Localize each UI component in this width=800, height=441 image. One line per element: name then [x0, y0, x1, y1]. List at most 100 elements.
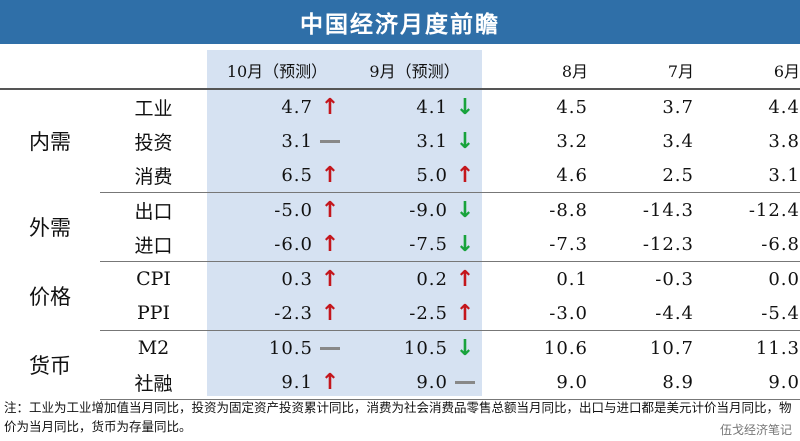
value-cell-jul: -4.4	[588, 296, 694, 331]
forecast-cell-oct: 10.5	[207, 331, 347, 366]
forecast-value: 5.0	[416, 164, 448, 186]
watermark: 伍戈经济笔记	[719, 423, 792, 437]
forecast-cell-sep: -7.5 ↓	[347, 227, 482, 262]
value-cell-aug: 10.6	[543, 337, 588, 359]
arrow-up-icon: ↑	[320, 162, 340, 188]
dash-icon	[313, 139, 347, 143]
dash-icon	[448, 380, 482, 384]
value-cell-jul: -0.3	[655, 268, 694, 290]
value-cell-jun: -5.4	[694, 296, 800, 331]
value-cell-aug: 3.2	[556, 130, 588, 152]
value-cell-jul: -12.3	[588, 227, 694, 262]
arrow-down-icon: ↓	[455, 94, 475, 120]
value-cell-aug: 0.1	[556, 268, 588, 290]
forecast-value: -2.5	[409, 302, 448, 324]
value-cell-jul: -14.3	[642, 199, 694, 221]
forecast-value: -7.5	[409, 233, 448, 255]
forecast-cell-sep: 9.0	[347, 365, 482, 400]
value-cell-aug: -8.8	[549, 199, 588, 221]
table-row: 货币 M2 10.5 10.5 ↓ 10.6 10.7 11.3	[0, 331, 800, 379]
header-sep: 9月（预测）	[347, 52, 482, 90]
forecast-cell-oct: 0.3 ↑	[207, 262, 347, 297]
forecast-value: 6.5	[281, 164, 313, 186]
value-cell-jun: -6.8	[694, 227, 800, 262]
forecast-table: 10月（预测） 9月（预测） 8月 7月 6月 内需 工业 4.7 ↑ 4.1 ↓ 4.5 3…	[0, 52, 800, 400]
forecast-cell-oct: -5.0 ↑	[207, 193, 347, 228]
forecast-highlight	[207, 50, 482, 396]
arrow-down-icon: ↓	[455, 231, 475, 257]
forecast-value: 10.5	[403, 337, 448, 359]
arrow-up-icon: ↑	[455, 266, 475, 292]
category-label: 内需	[29, 130, 71, 155]
value-cell-jun: 3.8	[768, 130, 800, 152]
forecast-value: 0.2	[416, 268, 448, 290]
forecast-value: 4.7	[281, 96, 313, 118]
forecast-cell-sep: 4.1 ↓	[347, 89, 482, 124]
forecast-cell-oct: 9.1 ↑	[207, 365, 347, 400]
table-row: 外需 出口 -5.0 ↑ -9.0 ↓ -8.8 -14.3 -12.4	[0, 193, 800, 241]
value-cell-jun: -12.4	[748, 199, 800, 221]
arrow-up-icon: ↑	[320, 300, 340, 326]
value-cell-aug: 9.0	[482, 365, 588, 400]
arrow-up-icon: ↑	[455, 300, 475, 326]
header-oct: 10月（预测）	[207, 52, 347, 90]
dash-icon	[313, 346, 347, 350]
forecast-value: -9.0	[409, 199, 448, 221]
value-cell-jun: 9.0	[694, 365, 800, 400]
indicator-label: CPI	[136, 268, 171, 290]
forecast-cell-sep: 0.2 ↑	[347, 262, 482, 297]
page-title: 中国经济月度前瞻	[0, 0, 800, 44]
header-aug: 8月	[482, 52, 588, 90]
forecast-cell-oct: 3.1	[207, 124, 347, 158]
table-row: PPI -2.3 ↑ -2.5 ↑ -3.0 -4.4 -5.4	[0, 296, 800, 331]
value-cell-jun: 3.1	[694, 158, 800, 193]
value-cell-jun: 4.4	[768, 96, 800, 118]
category-label: 货币	[29, 354, 71, 378]
arrow-down-icon: ↓	[455, 128, 475, 154]
header-jun: 6月	[694, 52, 800, 90]
category-label: 价格	[29, 285, 71, 309]
table-row: 社融 9.1 ↑ 9.0 9.0 8.9 9.0	[0, 365, 800, 400]
footnote: 注：工业为工业增加值当月同比，投资为固定资产投资累计同比，消费为社会消费品零售总…	[4, 400, 792, 434]
table-row: 进口 -6.0 ↑ -7.5 ↓ -7.3 -12.3 -6.8	[0, 227, 800, 262]
arrow-down-icon: ↓	[455, 197, 475, 223]
forecast-cell-oct: -6.0 ↑	[207, 227, 347, 262]
indicator-label: 出口	[134, 200, 173, 223]
arrow-up-icon: ↑	[455, 162, 475, 188]
forecast-value: 3.1	[281, 130, 313, 152]
forecast-value: -2.3	[274, 302, 313, 324]
arrow-down-icon: ↓	[455, 335, 475, 361]
forecast-cell-oct: 4.7 ↑	[207, 89, 347, 124]
indicator-label: 消费	[100, 158, 207, 193]
category-label: 外需	[29, 216, 71, 240]
table-row: 投资 3.1 3.1 ↓ 3.2 3.4 3.8	[0, 124, 800, 158]
forecast-value: 9.1	[281, 371, 313, 393]
forecast-cell-oct: 6.5 ↑	[207, 158, 347, 193]
value-cell-jul: 10.7	[649, 337, 694, 359]
header-jul: 7月	[588, 52, 694, 90]
value-cell-jun: 11.3	[755, 337, 800, 359]
forecast-cell-sep: -9.0 ↓	[347, 193, 482, 228]
table-row: 内需 工业 4.7 ↑ 4.1 ↓ 4.5 3.7 4.4	[0, 89, 800, 155]
table-header-row: 10月（预测） 9月（预测） 8月 7月 6月	[0, 52, 800, 90]
value-cell-jul: 3.7	[662, 96, 694, 118]
forecast-cell-sep: 5.0 ↑	[347, 158, 482, 193]
forecast-cell-sep: -2.5 ↑	[347, 296, 482, 331]
forecast-value: -6.0	[274, 233, 313, 255]
forecast-value: 0.3	[281, 268, 313, 290]
value-cell-aug: 4.5	[556, 96, 588, 118]
forecast-value: 9.0	[416, 371, 448, 393]
indicator-label: 社融	[100, 365, 207, 400]
arrow-up-icon: ↑	[320, 94, 340, 120]
forecast-cell-sep: 3.1 ↓	[347, 124, 482, 158]
value-cell-jul: 8.9	[588, 365, 694, 400]
forecast-cell-sep: 10.5 ↓	[347, 331, 482, 366]
forecast-value: 3.1	[416, 130, 448, 152]
arrow-up-icon: ↑	[320, 266, 340, 292]
forecast-value: 10.5	[268, 337, 313, 359]
indicator-label: 投资	[134, 131, 173, 154]
value-cell-aug: -3.0	[482, 296, 588, 331]
value-cell-aug: 4.6	[482, 158, 588, 193]
indicator-label: PPI	[100, 296, 207, 331]
forecast-value: -5.0	[274, 199, 313, 221]
